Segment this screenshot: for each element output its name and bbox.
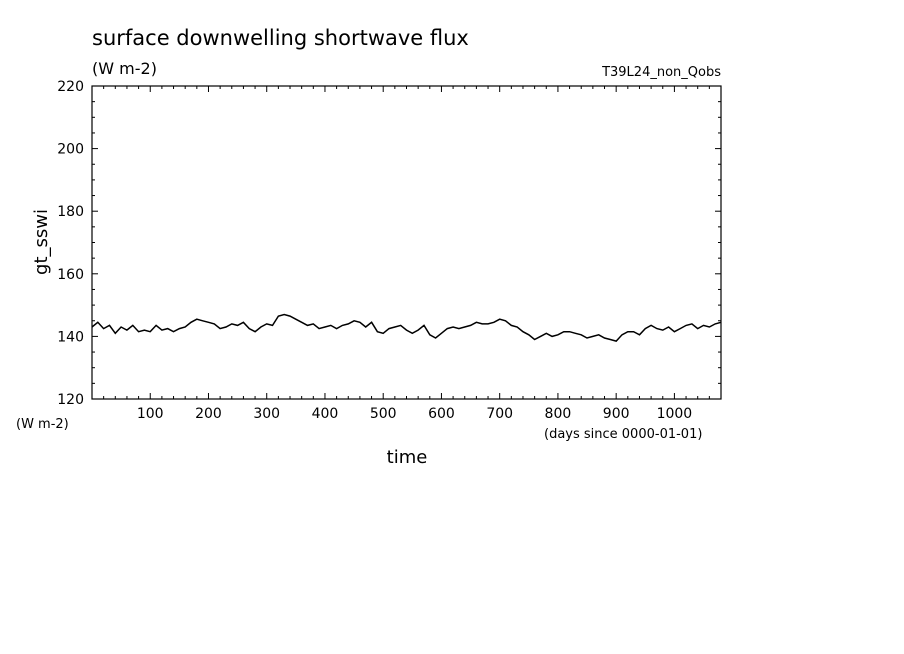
x-tick-label: 400 [312, 406, 339, 422]
x-tick-label: 700 [486, 406, 513, 422]
x-axis-label: time [387, 447, 428, 468]
x-tick-label: 500 [370, 406, 397, 422]
chart-title: surface downwelling shortwave flux [92, 26, 469, 50]
x-tick-label: 800 [545, 406, 572, 422]
x-tick-label: 100 [137, 406, 164, 422]
y-tick-label: 200 [57, 142, 84, 158]
y-tick-label: 140 [57, 329, 84, 345]
x-axis-ticks: 100 200 300 400 500 600 700 800 900 1000 [103, 86, 710, 422]
y-axis-label: gt_sswi [31, 209, 52, 275]
series-line [91, 313, 722, 342]
x-tick-label: 300 [253, 406, 280, 422]
y-tick-label: 120 [57, 392, 84, 408]
y-tick-label: 160 [57, 267, 84, 283]
y-tick-label: 180 [57, 204, 84, 220]
x-tick-label: 900 [603, 406, 630, 422]
x-tick-label: 600 [428, 406, 455, 422]
run-label: T39L24_non_Qobs [601, 65, 721, 80]
x-axis-units: (days since 0000-01-01) [544, 427, 702, 442]
y-axis-units: (W m-2) [16, 417, 69, 432]
title-units: (W m-2) [92, 59, 157, 78]
y-tick-label: 220 [57, 79, 84, 95]
plot-frame [91, 85, 722, 400]
x-tick-label: 200 [195, 406, 222, 422]
y-axis-ticks: 120 140 160 180 200 220 [57, 79, 721, 408]
x-tick-label: 1000 [657, 406, 693, 422]
